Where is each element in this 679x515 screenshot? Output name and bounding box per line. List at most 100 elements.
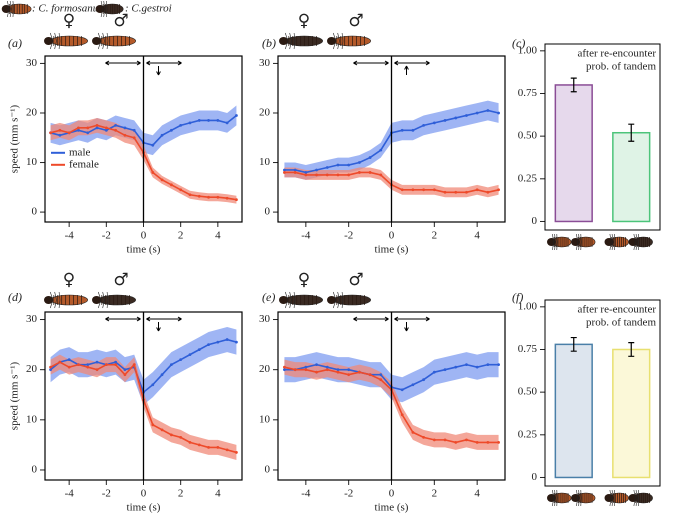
- termite-leg: [341, 32, 344, 42]
- point: [283, 168, 286, 172]
- termite-leg: [284, 299, 289, 309]
- arrow: [404, 65, 409, 75]
- y-tick-label: 10: [259, 413, 271, 425]
- point: [432, 121, 436, 125]
- termite-leg: [49, 40, 54, 50]
- point: [104, 363, 108, 367]
- y-tick-label: 0: [532, 215, 538, 227]
- point: [216, 119, 220, 122]
- termite-leg: [12, 8, 14, 18]
- point: [400, 413, 404, 417]
- x-tick-label: -2: [102, 230, 111, 242]
- termite-icon: [44, 291, 88, 309]
- point: [497, 363, 500, 367]
- termite-head: [92, 296, 102, 304]
- point: [336, 370, 340, 374]
- chart-title: after re-encounter: [578, 304, 657, 316]
- y-tick-label: 10: [26, 156, 38, 168]
- point: [225, 448, 229, 452]
- termite-head: [571, 238, 581, 246]
- termite-icon: [44, 32, 88, 50]
- x-axis-label: time (s): [375, 502, 409, 514]
- point: [347, 373, 351, 377]
- termite-icon: [604, 233, 629, 251]
- error-bar: [570, 77, 577, 93]
- point: [188, 353, 192, 357]
- x-axis-label: time (s): [127, 502, 161, 514]
- y-tick-label: 1.00: [518, 300, 538, 312]
- termite-leg: [102, 32, 105, 42]
- point: [67, 365, 71, 369]
- point: [336, 163, 340, 167]
- x-tick-label: 0: [141, 488, 147, 500]
- point: [379, 148, 383, 152]
- bar: [554, 84, 593, 223]
- point: [475, 365, 479, 369]
- point: [49, 131, 52, 135]
- arrow: [353, 316, 389, 322]
- point: [114, 360, 118, 364]
- point: [179, 123, 183, 127]
- termite-leg: [552, 489, 555, 499]
- point: [235, 451, 238, 454]
- point: [336, 173, 340, 177]
- panel-label: (f): [512, 290, 523, 304]
- chart-title: after re-encounter: [578, 48, 657, 60]
- termite-leg: [635, 497, 638, 507]
- termite-icon: [92, 291, 136, 309]
- termite-leg: [337, 291, 340, 301]
- point: [293, 168, 297, 172]
- point: [411, 188, 415, 192]
- x-tick-label: 4: [215, 230, 221, 242]
- point: [235, 114, 238, 117]
- point: [325, 166, 329, 169]
- termite-icon: [547, 233, 572, 251]
- point: [497, 111, 500, 115]
- point: [123, 373, 127, 377]
- plot-frame: [277, 311, 506, 481]
- point: [325, 368, 329, 372]
- termite-leg: [293, 40, 296, 50]
- point: [104, 126, 108, 130]
- point: [315, 168, 318, 172]
- termite-head: [628, 494, 638, 502]
- point: [475, 111, 479, 115]
- point: [179, 188, 183, 192]
- termite-leg: [332, 299, 337, 309]
- arrow: [105, 316, 141, 322]
- point: [67, 131, 71, 135]
- point: [443, 119, 447, 122]
- termite-leg: [611, 233, 614, 243]
- y-tick-label: 0: [265, 464, 271, 476]
- point: [465, 114, 468, 117]
- termite-leg: [576, 233, 579, 243]
- termite-leg: [578, 233, 580, 243]
- point: [197, 194, 201, 198]
- termite-leg: [49, 299, 54, 309]
- point: [188, 193, 192, 197]
- plot-frame: [44, 55, 243, 223]
- y-tick-label: 30: [259, 313, 271, 325]
- termite-leg: [554, 241, 556, 251]
- termite-leg: [9, 0, 12, 10]
- y-tick-label: 0.50: [518, 130, 538, 142]
- termite-leg: [576, 489, 579, 499]
- point: [347, 173, 351, 177]
- termite-leg: [578, 241, 580, 251]
- sex-symbol: ♂: [348, 270, 363, 290]
- point: [151, 423, 155, 427]
- y-tick-label: 20: [259, 107, 271, 119]
- point: [422, 435, 426, 439]
- termite-leg: [609, 497, 612, 507]
- termite-head: [571, 494, 581, 502]
- point: [432, 188, 436, 192]
- termite-leg: [289, 32, 292, 42]
- termite-leg: [49, 291, 54, 301]
- point: [49, 368, 52, 372]
- point: [49, 365, 52, 369]
- point: [216, 340, 220, 344]
- termite-leg: [552, 241, 555, 251]
- point: [207, 343, 210, 346]
- x-tick-label: -4: [65, 488, 75, 500]
- termite-leg: [633, 241, 636, 251]
